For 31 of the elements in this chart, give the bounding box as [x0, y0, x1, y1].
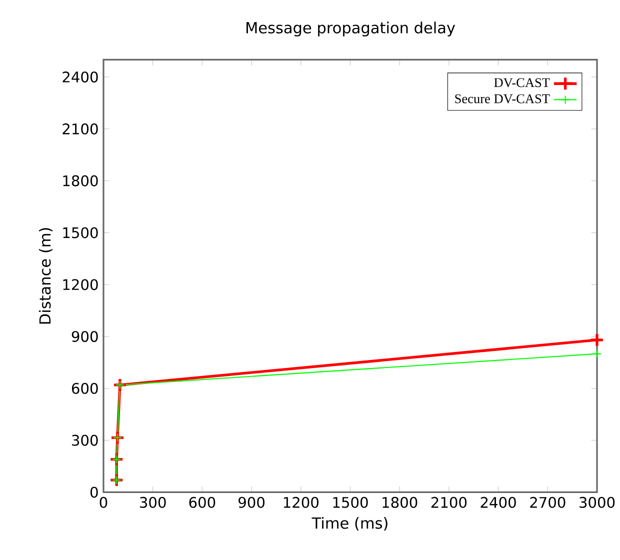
x-tick-label: 0 — [100, 496, 108, 508]
y-axis-title: Distance (m) — [38, 228, 53, 324]
x-tick-label: 3000 — [580, 496, 615, 508]
y-tick-label: 0 — [90, 486, 98, 498]
point — [112, 433, 122, 442]
point — [112, 454, 122, 464]
x-tick-label: 2400 — [480, 496, 516, 508]
x-tick-label: 900 — [238, 496, 264, 508]
x-tick-label: 2700 — [530, 496, 566, 508]
y-tick-label: 2400 — [62, 72, 98, 83]
point — [592, 349, 602, 358]
y-tick-label: 600 — [72, 382, 98, 394]
x-tick-label: 300 — [140, 496, 166, 508]
legend-label: Secure DV-CAST — [455, 94, 550, 104]
legend-label: DV-CAST — [494, 78, 550, 88]
point — [112, 476, 122, 485]
y-tick-label: 1200 — [63, 279, 98, 290]
point — [115, 380, 124, 390]
x-axis-title: Time (ms) — [312, 517, 388, 531]
y-tick-label: 2100 — [62, 123, 98, 134]
point — [590, 332, 604, 348]
y-tick-label: 300 — [72, 434, 98, 446]
chart-title: Message propagation delay — [246, 22, 456, 36]
y-tick-label: 900 — [72, 331, 98, 342]
x-tick-label: 1500 — [333, 496, 368, 508]
x-tick-label: 600 — [189, 496, 216, 508]
y-tick-label: 1500 — [63, 227, 98, 238]
x-tick-label: 1200 — [284, 496, 318, 508]
x-tick-label: 2100 — [431, 496, 467, 508]
y-tick-label: 1800 — [63, 175, 98, 186]
x-tick-label: 1800 — [382, 496, 418, 508]
